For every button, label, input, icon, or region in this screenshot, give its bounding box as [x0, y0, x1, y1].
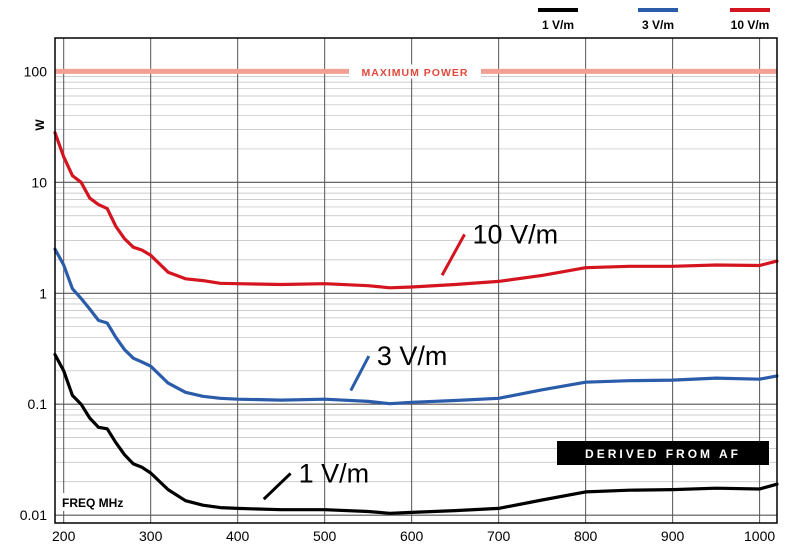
y-tick-label: 0.1 — [28, 396, 48, 412]
y-tick-label: 0.01 — [20, 507, 47, 523]
callout-leader-2 — [349, 355, 371, 392]
x-axis-label: FREQ MHz — [62, 496, 123, 510]
grid-layer — [55, 37, 777, 523]
x-tick-label-800: 800 — [574, 528, 598, 544]
x-tick-label-400: 400 — [226, 528, 250, 544]
series-line-2 — [53, 247, 779, 406]
x-tick-label-1000: 1000 — [744, 528, 775, 544]
series-layer — [53, 131, 779, 515]
callout-leader-1 — [440, 233, 466, 276]
badge-text: DERIVED FROM AF — [585, 447, 741, 461]
reference-line-layer: MAXIMUM POWER — [55, 64, 777, 79]
plot-frame — [54, 37, 778, 524]
x-tick-label-700: 700 — [487, 528, 511, 544]
derived-from-af-badge: DERIVED FROM AF — [557, 441, 769, 465]
maximum-power-label-background — [349, 64, 481, 79]
y-tick-label: 10 — [31, 174, 47, 190]
x-tick-label-600: 600 — [400, 528, 424, 544]
x-tick-label-300: 300 — [139, 528, 163, 544]
y-tick-label: 1 — [39, 285, 47, 301]
x-tick-label-500: 500 — [313, 528, 337, 544]
legend-label-3: 10 V/m — [731, 18, 770, 32]
callout-label-3: 1 V/m — [299, 458, 370, 488]
callout-layer: 10 V/m 3 V/m 1 V/m — [262, 219, 559, 501]
series-line-1 — [53, 353, 779, 515]
badge-background — [557, 441, 769, 465]
legend-label-1: 1 V/m — [542, 18, 574, 32]
maximum-power-label: MAXIMUM POWER — [362, 67, 469, 79]
tick-label-layer: 200 300 400 500 600 700 800 900 1000 0.01 0.1 1 10 10… — [20, 63, 776, 544]
y-tick-label: 100 — [24, 63, 48, 79]
series-line-3 — [53, 131, 779, 290]
x-tick-label-200: 200 — [52, 528, 76, 544]
x-tick-label-900: 900 — [661, 528, 685, 544]
legend: 1 V/m 3 V/m 10 V/m — [538, 8, 770, 32]
x-axis-label-group: FREQ MHz — [58, 493, 148, 511]
callout-label-2: 3 V/m — [377, 341, 448, 371]
legend-label-2: 3 V/m — [642, 18, 674, 32]
x-axis-label-background — [58, 493, 148, 511]
callout-leader-3 — [262, 472, 292, 501]
y-axis-label: W — [33, 119, 47, 131]
callout-label-1: 10 V/m — [473, 219, 559, 249]
